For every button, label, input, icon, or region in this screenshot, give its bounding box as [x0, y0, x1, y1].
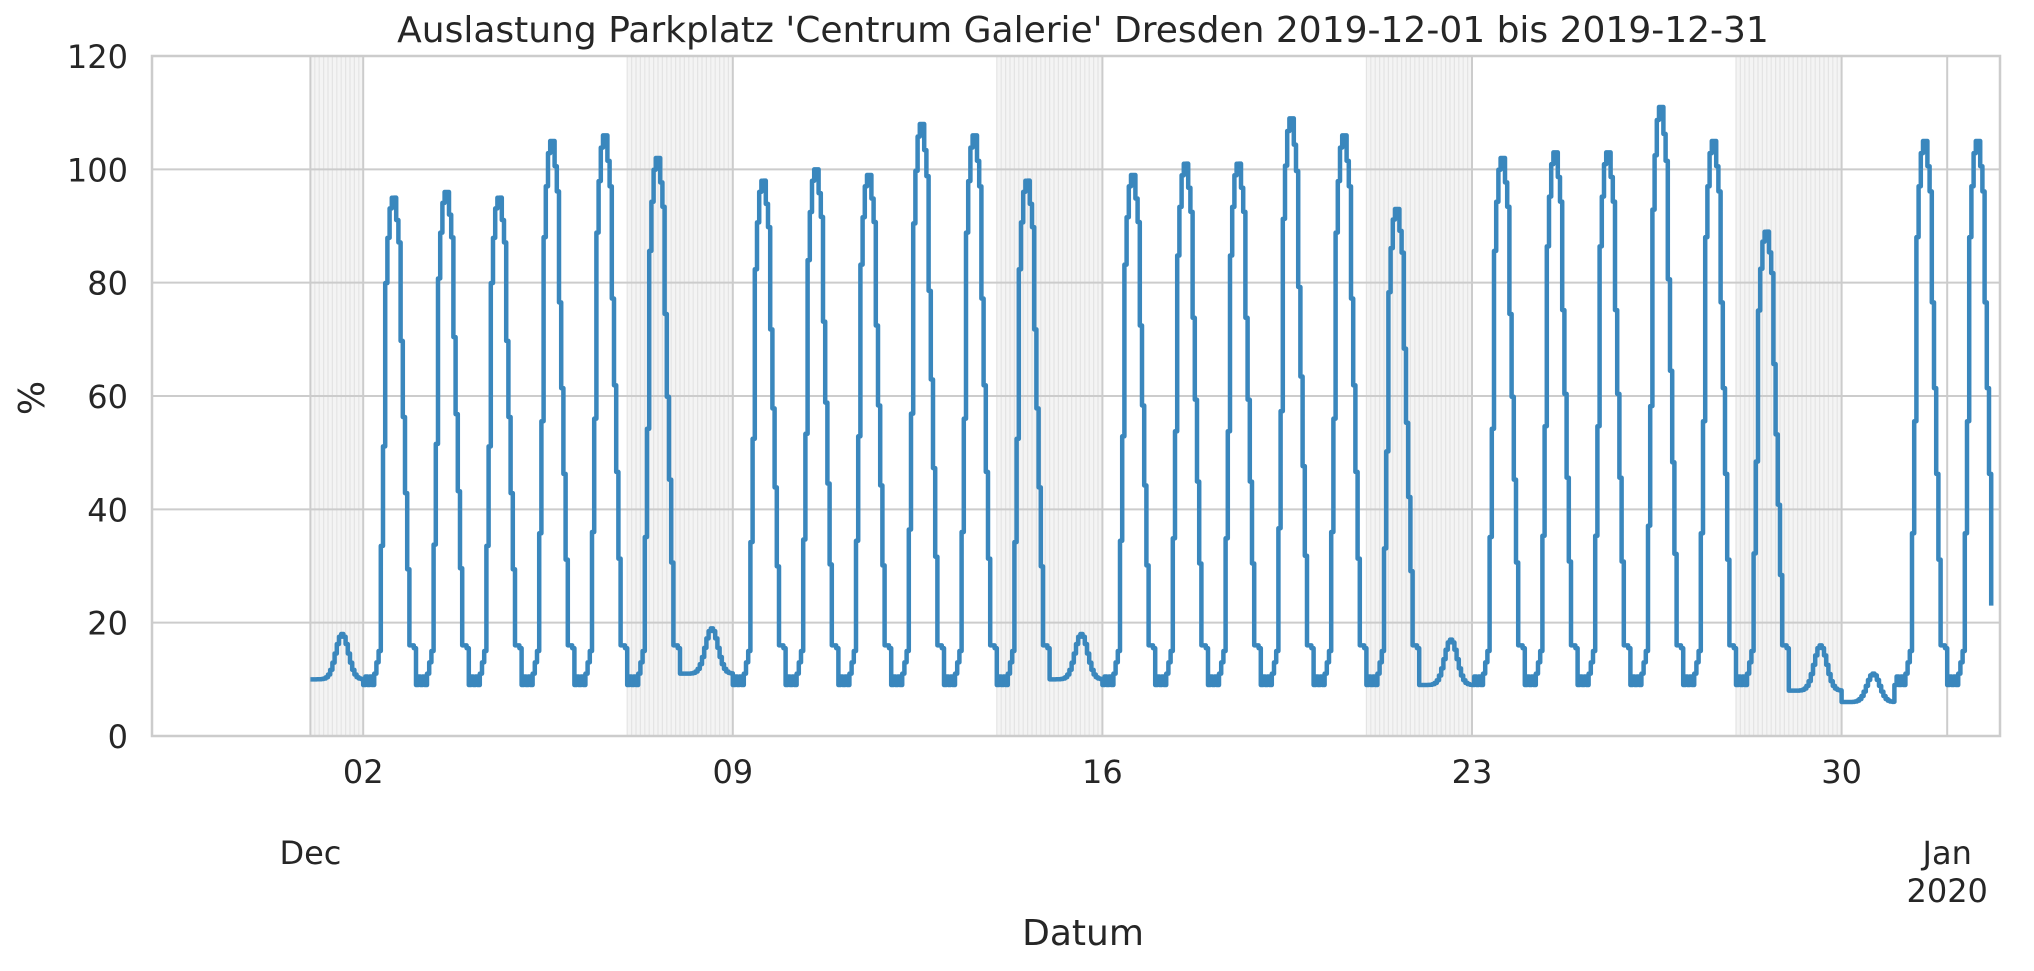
- x-major-tick-label: Dec: [279, 834, 341, 872]
- occupancy-line: [310, 104, 1994, 705]
- series-layer: [310, 104, 1994, 705]
- x-axis-label: Datum: [1022, 913, 1144, 954]
- y-tick-label: 80: [87, 265, 128, 303]
- y-tick-label: 20: [87, 605, 128, 643]
- x-tick-label: 23: [1452, 753, 1493, 791]
- x-tick-label: 09: [712, 753, 753, 791]
- x-tick-label: 02: [343, 753, 384, 791]
- x-tick-label: 30: [1821, 753, 1862, 791]
- y-tick-label: 0: [108, 718, 128, 756]
- x-tick-label: 16: [1082, 753, 1123, 791]
- chart-title: Auslastung Parkplatz 'Centrum Galerie' D…: [397, 10, 1769, 51]
- y-tick-label: 60: [87, 378, 128, 416]
- plot-border: [150, 54, 2002, 738]
- y-axis-label: %: [12, 381, 53, 415]
- tick-label-layer: 0 20 40 60 80 100 120 02 09 16 23 30 Dec Jan 2020: [67, 38, 1988, 910]
- y-tick-label: 100: [67, 151, 128, 189]
- x-major-tick-label: Jan 2020: [1906, 834, 1987, 910]
- y-tick-label: 40: [87, 491, 128, 529]
- y-tick-label: 120: [67, 38, 128, 76]
- plot-frame: [150, 54, 2002, 738]
